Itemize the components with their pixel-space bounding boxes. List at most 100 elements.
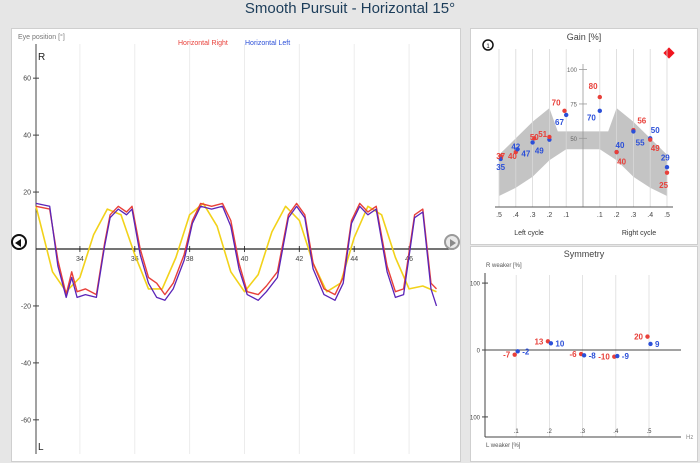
arrow-left-icon (15, 239, 21, 247)
eye-position-panel: Eye position [°] R L Horizontal Right Horizo… (11, 28, 461, 462)
gain-x-tick-label: .4 (513, 212, 519, 219)
normal-range-area (499, 108, 667, 196)
gain-value-label: 37 (496, 152, 505, 161)
gain-value-label: 40 (508, 152, 517, 161)
gain-value-label: 49 (535, 147, 544, 156)
sym-x-tick-label: .3 (580, 429, 586, 435)
sym-point-left (515, 349, 520, 354)
sym-value-left: -8 (589, 351, 597, 360)
gain-value-label: 49 (651, 144, 660, 153)
arrow-right-icon (450, 239, 456, 247)
y-tick-label: 20 (23, 190, 31, 197)
x-tick-label: 36 (131, 256, 139, 263)
gain-point (564, 112, 569, 118)
sym-value-right: -10 (598, 353, 610, 362)
y-tick-label: -20 (21, 303, 31, 310)
info-icon (482, 39, 494, 51)
gain-point (648, 137, 653, 142)
gain-point (515, 147, 520, 152)
symmetry-title: Symmetry (564, 249, 605, 259)
y-tick-label: 40 (23, 133, 31, 140)
sym-y-tick-label: 0 (477, 349, 481, 355)
right-cycle-label: Right cycle (622, 230, 656, 237)
gain-x-tick-label: .1 (597, 212, 603, 219)
gain-value-label: 67 (555, 118, 564, 127)
gain-x-tick-label: .3 (630, 212, 636, 219)
sym-point-left (615, 353, 620, 359)
gain-point (547, 134, 552, 140)
gain-x-tick-label: .5 (496, 212, 502, 219)
sym-value-right: 13 (534, 337, 543, 346)
gain-x-tick-label: .2 (546, 212, 552, 219)
sym-value-right: -6 (569, 350, 577, 359)
gain-point (562, 108, 567, 114)
y-axis-label: Eye position [°] (18, 33, 65, 41)
gain-value-label: 50 (651, 126, 660, 135)
gain-x-tick-label: .3 (530, 212, 536, 219)
x-tick-label: 34 (76, 256, 84, 263)
gain-value-label: 25 (659, 181, 668, 190)
gain-x-tick-label: .1 (563, 212, 569, 219)
next-button[interactable] (444, 234, 460, 250)
sym-x-tick-label: .4 (613, 429, 619, 435)
gain-y-tick-label: 75 (570, 102, 577, 108)
eye-position-chart: Eye position [°] R L Horizontal Right Horizo… (18, 33, 454, 454)
x-tick-label: 38 (186, 256, 194, 263)
l-label: L (38, 442, 44, 453)
y-tick-label: -40 (21, 360, 31, 367)
gain-value-label: 40 (617, 158, 626, 167)
sym-value-right: -7 (503, 351, 511, 360)
gain-value-label: 50 (530, 133, 539, 142)
gain-title: Gain [%] (567, 32, 602, 42)
gain-value-label: 42 (511, 143, 520, 152)
gain-value-label: 55 (636, 138, 645, 147)
gain-point (532, 136, 537, 141)
gain-panel: Gain [%] 1 100 75 50 .5 .4 .3 .2 .1 .1 .2 .3 .4 .5 Left… (470, 28, 698, 245)
sym-y-tick-label: 100 (470, 415, 481, 421)
gain-value-label: 70 (587, 114, 596, 123)
x-tick-label: 40 (241, 256, 249, 263)
legend-right: Horizontal Right (178, 40, 228, 47)
gain-point (664, 170, 670, 175)
left-cycle-label: Left cycle (514, 230, 544, 237)
gain-x-tick-label: .5 (664, 212, 670, 219)
gain-point (664, 164, 670, 170)
sym-point-right (645, 334, 650, 339)
sym-point-left (648, 341, 653, 347)
gain-chart: Gain [%] 1 100 75 50 .5 .4 .3 .2 .1 .1 .2 .3 .4 .5 Left… (482, 32, 675, 237)
sym-point-left (581, 353, 587, 358)
r-label: R (38, 52, 45, 63)
gain-point (597, 108, 602, 114)
sym-y-tick-label: 100 (470, 282, 481, 288)
previous-button[interactable] (11, 234, 27, 250)
gain-value-label: 47 (521, 149, 530, 158)
info-icon-glyph: 1 (486, 44, 490, 50)
sym-x-tick-label: .2 (547, 429, 553, 435)
red-diamond-icon (663, 47, 675, 59)
gain-value-label: 80 (589, 82, 598, 91)
gain-value-label: 51 (538, 130, 547, 139)
gain-y-tick-label: 50 (570, 137, 577, 143)
sym-value-right: 20 (634, 333, 643, 342)
left-eye-line (35, 202, 438, 307)
sym-point-left (548, 341, 554, 346)
sym-value-left: 10 (555, 339, 564, 348)
symmetry-chart: Symmetry R weaker [%] L weaker [%] Hz 100 0 10… (470, 249, 693, 449)
gain-value-label: 56 (637, 116, 646, 125)
y-tick-label: -60 (21, 417, 31, 424)
gain-point (530, 140, 535, 145)
sym-x-tick-label: .5 (646, 429, 652, 435)
target-line (35, 202, 437, 293)
hz-unit-label: Hz (686, 435, 693, 441)
x-tick-label: 44 (350, 256, 358, 263)
x-tick-label: 42 (295, 256, 303, 263)
y-tick-label: 60 (23, 76, 31, 83)
legend-left: Horizontal Left (245, 40, 290, 47)
sym-x-tick-label: .1 (514, 429, 520, 435)
l-weaker-label: L weaker [%] (486, 443, 521, 449)
gain-value-label: 40 (616, 141, 625, 150)
gain-y-tick-label: 100 (567, 68, 578, 74)
gain-point (631, 129, 636, 134)
symmetry-panel: Symmetry R weaker [%] L weaker [%] Hz 100 0 10… (470, 246, 698, 462)
gain-x-tick-label: .2 (614, 212, 620, 219)
